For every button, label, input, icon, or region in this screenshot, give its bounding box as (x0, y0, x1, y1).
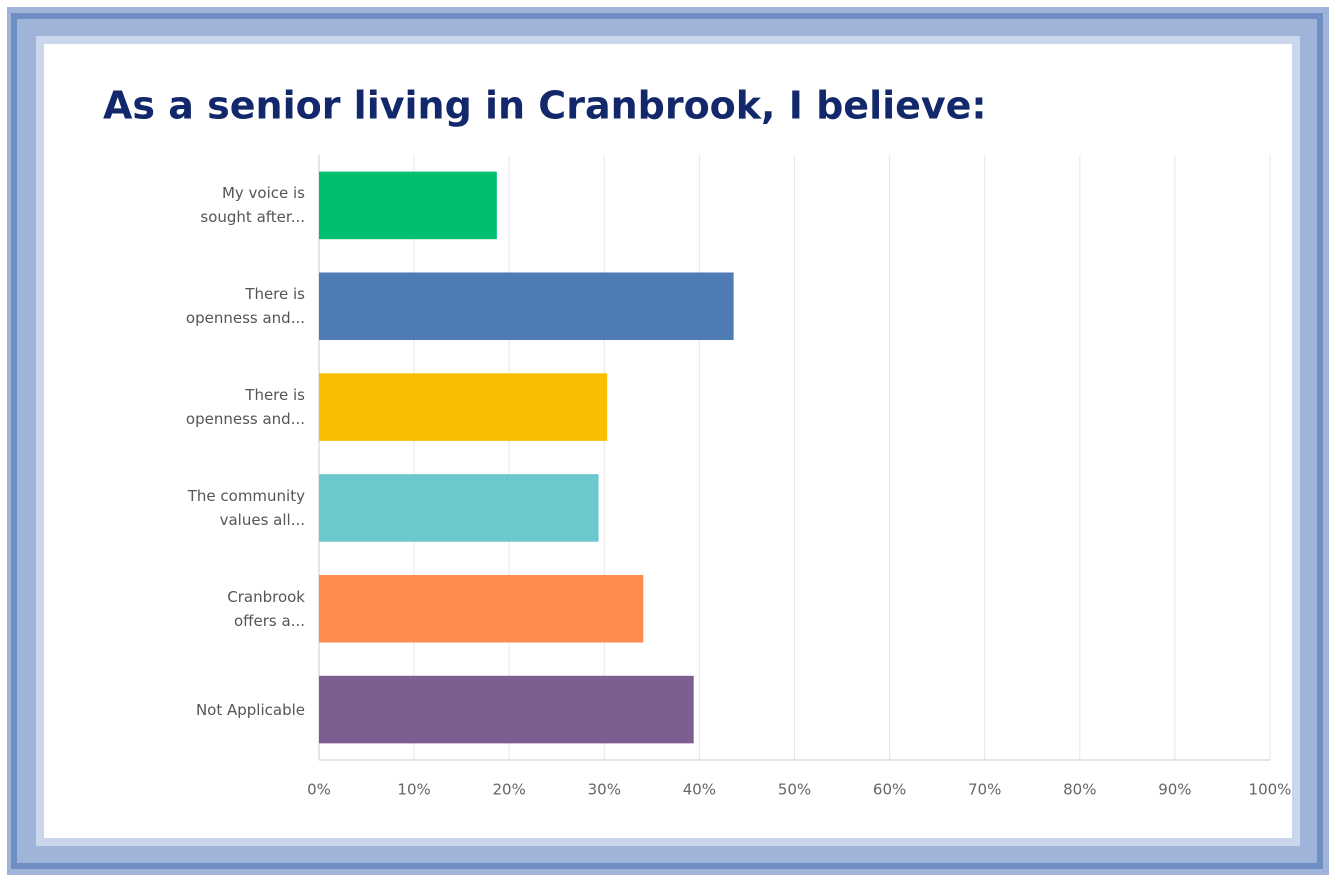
x-tick-label: 0% (307, 781, 331, 799)
y-tick-label-box: My voice is sought after... (200, 184, 305, 227)
x-tick-label: 10% (397, 781, 430, 799)
x-tick-label: 90% (1158, 781, 1191, 799)
bar (319, 373, 608, 441)
y-tick-label-box: There is openness and... (185, 386, 305, 429)
y-tick-label-box: There is openness and... (185, 285, 305, 328)
y-tick-label: The community values all... (187, 486, 305, 529)
bar (319, 474, 599, 542)
y-tick-label-box: Not Applicable (195, 700, 305, 719)
y-tick-label-box: Cranbrook offers a... (227, 587, 305, 630)
x-tick-label: 30% (588, 781, 621, 799)
x-tick-label: 70% (968, 781, 1001, 799)
chart-title: As a senior living in Cranbrook, I belie… (103, 84, 987, 128)
y-tick-label: Not Applicable (195, 700, 305, 719)
bar (319, 272, 734, 341)
x-tick-label: 20% (493, 781, 526, 799)
x-tick-label: 50% (778, 781, 811, 799)
bar (319, 675, 694, 744)
bar (319, 574, 644, 643)
x-tick-label: 60% (873, 781, 906, 799)
y-tick-label-box: The community values all... (187, 486, 305, 529)
y-tick-label: Cranbrook offers a... (227, 587, 305, 630)
y-tick-label: My voice is sought after... (200, 184, 305, 227)
x-tick-label: 40% (683, 781, 716, 799)
x-tick-label: 80% (1063, 781, 1096, 799)
x-tick-label: 100% (1249, 781, 1292, 799)
y-tick-label: There is openness and... (185, 285, 305, 328)
y-tick-label: There is openness and... (185, 386, 305, 429)
bar (319, 171, 497, 240)
